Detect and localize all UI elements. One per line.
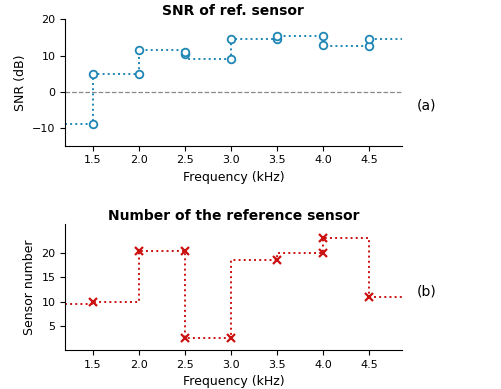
Text: (b): (b) <box>416 285 435 299</box>
Title: SNR of ref. sensor: SNR of ref. sensor <box>162 4 304 18</box>
Title: Number of the reference sensor: Number of the reference sensor <box>108 209 358 223</box>
X-axis label: Frequency (kHz): Frequency (kHz) <box>182 375 284 388</box>
X-axis label: Frequency (kHz): Frequency (kHz) <box>182 171 284 184</box>
Text: (a): (a) <box>416 98 435 112</box>
Y-axis label: SNR (dB): SNR (dB) <box>14 54 27 111</box>
Y-axis label: Sensor number: Sensor number <box>23 239 36 335</box>
